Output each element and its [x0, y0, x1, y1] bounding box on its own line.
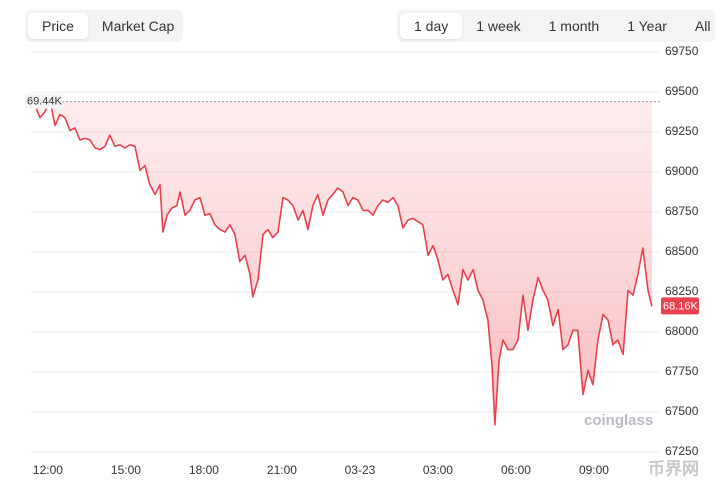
x-tick-label: 15:00 [111, 463, 141, 477]
y-tick-label: 67250 [665, 444, 699, 458]
x-tick-label: 03-23 [345, 463, 376, 477]
y-tick-label: 68000 [665, 324, 699, 338]
tab[interactable]: 1 Year [627, 18, 667, 34]
tab[interactable]: All [694, 18, 711, 34]
area-fill [34, 100, 652, 425]
y-tick-label: 68250 [665, 284, 699, 298]
tab[interactable]: 1 day [400, 13, 463, 39]
y-tick-label: 67750 [665, 364, 699, 378]
x-tick-label: 03:00 [423, 463, 453, 477]
x-tick-label: 06:00 [501, 463, 531, 477]
y-tick-label: 69750 [665, 44, 699, 58]
site-watermark: 币界网 [648, 459, 699, 478]
y-tick-label: 69250 [665, 124, 699, 138]
y-tick-label: 69000 [665, 164, 699, 178]
reference-label-box [25, 93, 63, 109]
tab[interactable]: 1 week [476, 18, 521, 34]
tab[interactable]: Price [28, 13, 88, 39]
x-tick-label: 09:00 [579, 463, 609, 477]
y-tick-label: 68500 [665, 244, 699, 258]
price-line [34, 99, 653, 426]
current-price-label: 68.16K [663, 300, 699, 312]
metric-tabs: Price Market Cap [25, 10, 183, 42]
x-tick-label: 12:00 [33, 463, 63, 477]
x-tick-label: 18:00 [189, 463, 219, 477]
range-tabs: 1 day 1 week 1 month 1 Year All [397, 10, 715, 42]
tab[interactable]: Market Cap [101, 18, 175, 34]
y-tick-label: 68750 [665, 204, 699, 218]
watermark: coinglass [584, 412, 653, 429]
current-price-box [661, 297, 699, 315]
y-tick-label: 67500 [665, 404, 699, 418]
y-tick-label: 69500 [665, 84, 699, 98]
tab[interactable]: 1 month [548, 18, 600, 34]
x-tick-label: 21:00 [267, 463, 297, 477]
reference-label: 69.44K [27, 96, 63, 108]
